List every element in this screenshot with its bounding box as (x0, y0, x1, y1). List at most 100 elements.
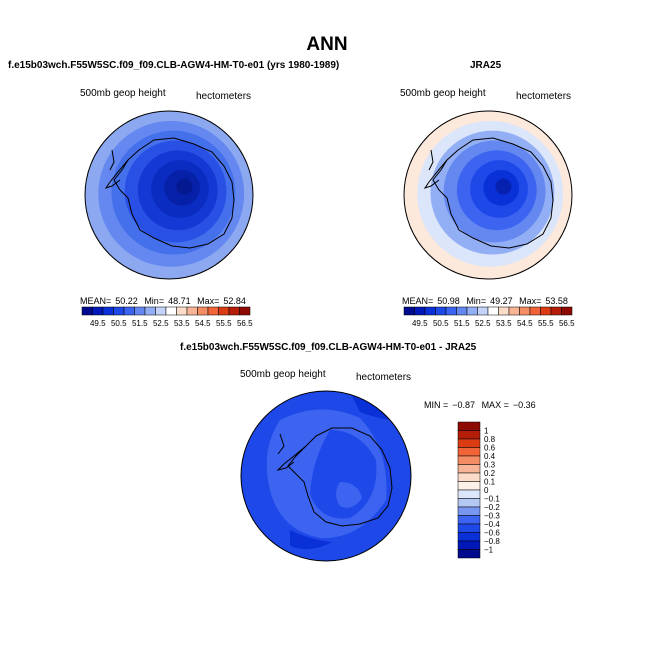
model-colorbar-swatch (102, 306, 114, 316)
diff-colorbar-swatch (457, 506, 481, 516)
model-min-label: Min= (144, 296, 165, 306)
obs-colorbar-swatch (561, 306, 573, 316)
model-panel-title: f.e15b03wch.F55W5SC.f09_f09.CLB-AGW4-HM-… (8, 60, 340, 71)
model-colorbar-swatch (197, 306, 209, 316)
obs-contour-fill-7 (495, 178, 512, 195)
model-colorbar-swatch (92, 306, 104, 316)
obs-colorbar-swatch (498, 306, 510, 316)
obs-colorbar-swatch (466, 306, 478, 316)
obs-colorbar-tick-label: 56.5 (559, 319, 575, 328)
diff-variable-label: 500mb geop height (240, 369, 326, 380)
model-colorbar-tick-label: 50.5 (111, 319, 127, 328)
obs-min-value: 49.27 (490, 296, 513, 306)
obs-colorbar-swatch (529, 306, 541, 316)
diff-contour-fills (241, 391, 411, 561)
model-colorbar-tick-label: 52.5 (153, 319, 169, 328)
diff-colorbar-swatch (457, 523, 481, 533)
obs-colorbar-swatch (445, 306, 457, 316)
diff-colorbar-swatch (457, 455, 481, 465)
obs-colorbar-swatch (508, 306, 520, 316)
model-variable-label: 500mb geop height (80, 88, 166, 99)
obs-mean-value: 50.98 (437, 296, 460, 306)
diff-stats: MIN = −0.87 MAX = −0.36 (424, 400, 540, 410)
model-colorbar-swatch (165, 306, 177, 316)
model-colorbar-swatch (144, 306, 156, 316)
obs-units-label: hectometers (516, 91, 572, 102)
diff-colorbar-swatch (457, 472, 481, 482)
diff-colorbar-swatch (457, 447, 481, 457)
diff-colorbar-swatch (457, 464, 481, 474)
model-max-value: 52.84 (223, 296, 246, 306)
diff-colorbar-swatch (457, 430, 481, 440)
diff-colorbar-swatch (457, 421, 481, 431)
obs-min-label: Min= (466, 296, 487, 306)
page-title: ANN (306, 34, 348, 55)
model-contour-fills (85, 111, 253, 279)
obs-colorbar-tick-label: 52.5 (475, 319, 491, 328)
model-colorbar-swatch (218, 306, 230, 316)
diff-colorbar-swatch (457, 540, 481, 550)
model-stats: MEAN= 50.22 Min= 48.71 Max= 52.84 (80, 296, 250, 306)
model-colorbar-swatch (228, 306, 240, 316)
diff-colorbar-tick-label: 0.2 (484, 469, 496, 478)
diff-colorbar-tick-label: 0 (484, 486, 489, 495)
diff-colorbar-swatch (457, 498, 481, 508)
diff-polar-map (240, 390, 412, 562)
diff-colorbar-swatch (457, 438, 481, 448)
model-colorbar-tick-label: 55.5 (216, 319, 232, 328)
obs-colorbar-tick-label: 53.5 (496, 319, 512, 328)
obs-colorbar-swatch (550, 306, 562, 316)
model-polar-map (84, 110, 254, 280)
model-units-label: hectometers (196, 91, 252, 102)
obs-max-label: Max= (519, 296, 542, 306)
model-colorbar-swatch (186, 306, 198, 316)
obs-antarctica-coastline (423, 137, 554, 249)
obs-colorbar-tick-label: 50.5 (433, 319, 449, 328)
diff-colorbar-tick-label: 0.6 (484, 444, 496, 453)
diff-max-value: −0.36 (512, 400, 536, 410)
diff-colorbar-tick-label: −0.8 (484, 537, 500, 546)
model-mean-value: 50.22 (115, 296, 138, 306)
obs-mean-label: MEAN= (402, 296, 434, 306)
obs-colorbar-swatch (414, 306, 426, 316)
model-colorbar-tick-label: 51.5 (132, 319, 148, 328)
model-colorbar-swatch (207, 306, 219, 316)
diff-min-label: MIN = (424, 400, 449, 410)
obs-variable-label: 500mb geop height (400, 88, 486, 99)
obs-colorbar-swatch (477, 306, 489, 316)
obs-polar-map (403, 110, 573, 280)
diff-colorbar-tick-label: −0.6 (484, 529, 500, 538)
diff-colorbar-tick-label: 0.1 (484, 478, 496, 487)
model-colorbar-tick-label: 56.5 (237, 319, 253, 328)
diff-colorbar-tick-label: 0.4 (484, 452, 496, 461)
model-colorbar-swatch (81, 306, 93, 316)
model-max-label: Max= (197, 296, 220, 306)
model-colorbar-swatch (113, 306, 125, 316)
obs-colorbar-swatch (424, 306, 436, 316)
model-colorbar-swatch (123, 306, 135, 316)
model-min-value: 48.71 (168, 296, 191, 306)
diff-colorbar-tick-label: 0.3 (484, 461, 496, 470)
diff-colorbar-tick-label: −0.1 (484, 495, 500, 504)
diff-colorbar-swatch (457, 532, 481, 542)
model-colorbar-tick-label: 54.5 (195, 319, 211, 328)
diff-colorbar-swatch (457, 515, 481, 525)
model-colorbar-swatch (239, 306, 251, 316)
diff-colorbar-tick-label: −0.3 (484, 512, 500, 521)
diff-colorbar-tick-label: 1 (484, 427, 489, 436)
model-colorbar-tick-label: 53.5 (174, 319, 190, 328)
obs-colorbar-swatch (456, 306, 468, 316)
diff-colorbar-tick-label: −0.2 (484, 503, 500, 512)
obs-colorbar-swatch (403, 306, 415, 316)
diff-colorbar-swatch (457, 481, 481, 491)
model-antarctica-coastline (104, 137, 235, 249)
obs-max-value: 53.58 (545, 296, 568, 306)
obs-colorbar-swatch (519, 306, 531, 316)
obs-colorbar-tick-label: 49.5 (412, 319, 428, 328)
diff-max-label: MAX = (481, 400, 509, 410)
diff-panel-title: f.e15b03wch.F55W5SC.f09_f09.CLB-AGW4-HM-… (180, 342, 477, 353)
diff-min-value: −0.87 (452, 400, 476, 410)
diff-units-label: hectometers (356, 372, 412, 383)
obs-colorbar: 49.5 50.5 51.5 52.5 53.5 54.5 55.5 56.5 (403, 306, 575, 328)
obs-stats: MEAN= 50.98 Min= 49.27 Max= 53.58 (402, 296, 572, 306)
